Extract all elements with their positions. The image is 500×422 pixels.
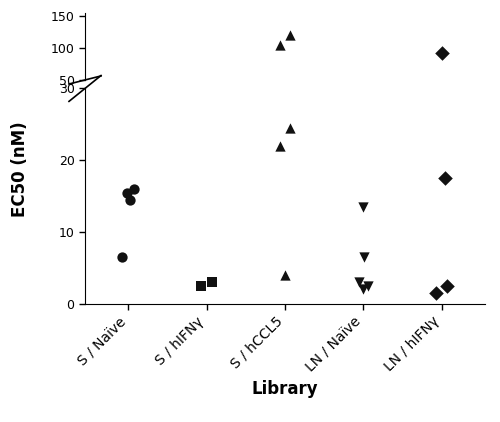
- Point: [444, 282, 452, 289]
- Point: [197, 107, 205, 114]
- Point: [118, 254, 126, 260]
- Point: [360, 254, 368, 260]
- Point: [276, 95, 284, 101]
- Point: [118, 105, 126, 111]
- Point: [286, 124, 294, 131]
- X-axis label: Library: Library: [252, 380, 318, 398]
- Point: [286, 93, 294, 100]
- Point: [208, 279, 216, 286]
- Point: [281, 272, 289, 279]
- Point: [364, 107, 372, 114]
- Point: [360, 100, 368, 107]
- Point: [281, 106, 289, 113]
- Point: [122, 99, 130, 106]
- Point: [444, 107, 452, 114]
- Point: [360, 203, 368, 210]
- Text: EC50 (nM): EC50 (nM): [11, 121, 29, 216]
- Point: [276, 143, 284, 149]
- Point: [122, 189, 130, 196]
- Point: [358, 107, 366, 114]
- Point: [432, 289, 440, 296]
- Point: [441, 175, 449, 181]
- Point: [432, 108, 440, 114]
- Point: [208, 107, 216, 114]
- Point: [126, 99, 134, 106]
- Point: [286, 32, 294, 38]
- Point: [130, 186, 138, 192]
- Point: [358, 286, 366, 293]
- Point: [126, 196, 134, 203]
- Point: [360, 105, 368, 111]
- Point: [441, 97, 449, 104]
- Point: [130, 98, 138, 105]
- Point: [354, 107, 362, 114]
- Point: [276, 41, 283, 48]
- Point: [438, 50, 446, 57]
- Point: [354, 279, 362, 286]
- Point: [364, 282, 372, 289]
- Point: [197, 282, 205, 289]
